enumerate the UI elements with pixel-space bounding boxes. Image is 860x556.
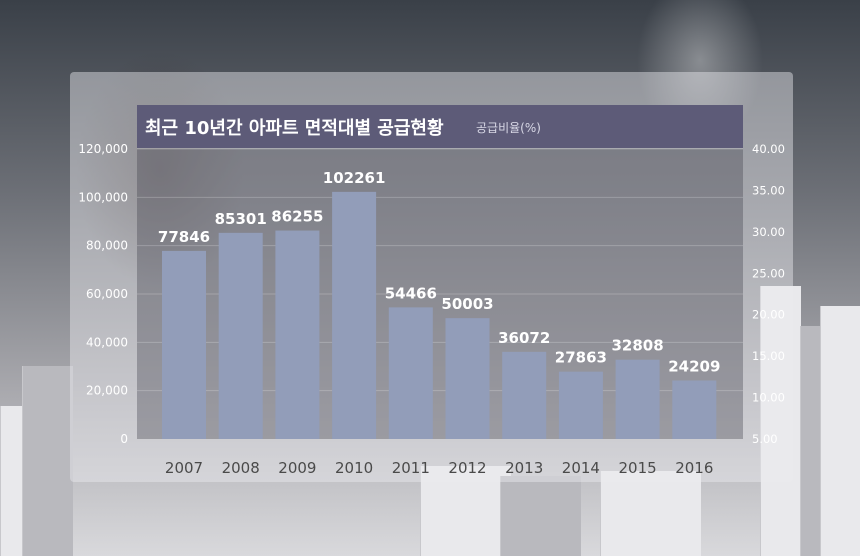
x-tick-label: 2013 <box>505 459 543 477</box>
data-label: 77846 <box>158 228 210 246</box>
y-tick-label: 80,000 <box>86 239 128 253</box>
y2-tick-label: 40.00 <box>752 142 785 156</box>
y-tick-label: 60,000 <box>86 287 128 301</box>
x-tick-label: 2015 <box>619 459 657 477</box>
building-model <box>600 471 701 556</box>
data-label: 85301 <box>215 210 267 228</box>
x-tick-label: 2012 <box>448 459 486 477</box>
data-label: 50003 <box>441 295 493 313</box>
data-label: 54466 <box>385 284 437 302</box>
y2-tick-label: 25.00 <box>752 266 785 280</box>
y2-tick-label: 10.00 <box>752 391 785 405</box>
x-tick-label: 2010 <box>335 459 373 477</box>
chart-subtitle: 공급비율(%) <box>476 121 541 135</box>
bar <box>502 351 547 439</box>
building-model <box>420 466 511 556</box>
bar <box>445 318 490 439</box>
data-label: 86255 <box>271 208 323 226</box>
x-tick-label: 2007 <box>165 459 203 477</box>
building-model <box>820 306 860 556</box>
bar <box>558 371 603 439</box>
building-model <box>22 366 73 556</box>
x-tick-label: 2009 <box>278 459 316 477</box>
x-tick-label: 2016 <box>675 459 713 477</box>
bar <box>388 307 433 439</box>
data-label: 36072 <box>498 329 550 347</box>
y-tick-label: 100,000 <box>78 190 128 204</box>
data-label: 27863 <box>555 349 607 367</box>
y2-tick-label: 15.00 <box>752 349 785 363</box>
y-tick-label: 120,000 <box>78 142 128 156</box>
y-tick-label: 0 <box>120 432 128 446</box>
bar <box>672 380 717 439</box>
y2-tick-label: 20.00 <box>752 308 785 322</box>
x-tick-label: 2014 <box>562 459 600 477</box>
bar <box>162 250 206 439</box>
data-label: 24209 <box>668 357 720 375</box>
y-tick-label: 40,000 <box>86 335 128 349</box>
x-tick-label: 2008 <box>222 459 260 477</box>
y-tick-label: 20,000 <box>86 384 128 398</box>
building-model <box>500 476 581 556</box>
bar <box>332 191 377 439</box>
bar <box>615 359 660 439</box>
x-tick-label: 2011 <box>392 459 430 477</box>
y2-tick-label: 5.00 <box>752 432 778 446</box>
building-model <box>760 286 801 556</box>
bar <box>218 232 263 439</box>
data-label: 32808 <box>612 337 664 355</box>
y2-tick-label: 30.00 <box>752 225 785 239</box>
data-label: 102261 <box>323 169 386 187</box>
chart-title: 최근 10년간 아파트 면적대별 공급현황 <box>145 118 444 139</box>
bar <box>275 230 320 439</box>
title-bar <box>137 105 743 148</box>
y2-tick-label: 35.00 <box>752 183 785 197</box>
